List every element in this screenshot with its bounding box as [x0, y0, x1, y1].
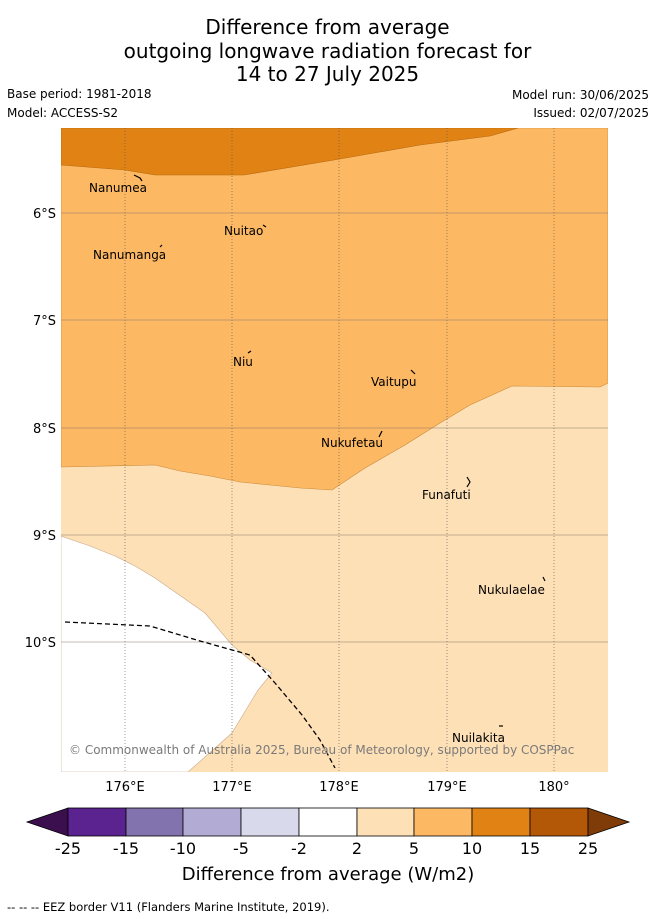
island-nanumanga	[159, 244, 163, 248]
colorbar-tick-label: 10	[462, 839, 482, 858]
island-nuitao	[262, 224, 267, 228]
colorbar-tick-label: 2	[352, 839, 362, 858]
latitude-tick-labels: 6°S 7°S 8°S 9°S 10°S	[25, 207, 56, 651]
place-labels: Nanumea Nuitao Nanumanga Niu Vaitupu Nuk…	[89, 181, 545, 745]
lat-tick-label: 9°S	[33, 529, 56, 544]
lat-tick-label: 8°S	[33, 422, 56, 437]
colorbar-segment	[471, 807, 531, 837]
colorbar-tick-label: -5	[233, 839, 249, 858]
colorbar-tick-label: 5	[409, 839, 419, 858]
colorbar-segment	[587, 807, 631, 837]
colorbar-segment	[413, 807, 473, 837]
longitude-grid	[124, 128, 555, 772]
island-vaitupu	[410, 369, 416, 375]
colorbar-tick-labels: -25 -15 -10 -5 -2 2 5 10 15 25	[55, 839, 598, 858]
island-shapes	[133, 174, 546, 727]
colorbar-segment	[25, 807, 69, 837]
lat-tick-label: 6°S	[33, 207, 56, 222]
place-label: Nukufetau	[321, 436, 383, 450]
place-label: Nanumea	[89, 181, 147, 195]
eez-footnote: -- -- -- EEZ border V11 (Flanders Marine…	[7, 900, 330, 914]
place-label: Vaitupu	[371, 375, 417, 389]
island-niu	[247, 350, 252, 354]
colorbar-segment	[67, 807, 127, 837]
copyright-text: © Commonwealth of Australia 2025, Bureau…	[69, 743, 574, 757]
band-5-to-10	[61, 128, 608, 491]
latitude-grid	[61, 212, 608, 643]
colorbar-segment	[240, 807, 300, 837]
title-line-1: Difference from average	[205, 15, 450, 39]
model-label: Model: ACCESS-S2	[7, 106, 119, 120]
colorbar-tick-label: -10	[170, 839, 196, 858]
colorbar-segment	[356, 807, 415, 837]
place-label: Nanumanga	[93, 248, 166, 262]
place-label: Nukulaelae	[478, 583, 545, 597]
band-10-to-15	[61, 128, 519, 176]
lon-tick-label: 176°E	[105, 780, 145, 795]
colorbar-tick-label: -15	[113, 839, 139, 858]
colorbar	[25, 807, 631, 837]
model-run-label: Model run: 30/06/2025	[511, 88, 649, 102]
lon-tick-label: 180°	[538, 780, 569, 795]
place-label: Niu	[233, 355, 253, 369]
island-nukulaelae	[542, 576, 546, 582]
issued-label: Issued: 02/07/2025	[533, 106, 649, 120]
colorbar-tick-label: 15	[520, 839, 540, 858]
island-nanumea	[133, 174, 143, 182]
lon-tick-label: 178°E	[319, 780, 359, 795]
colorbar-title: Difference from average (W/m2)	[182, 864, 474, 885]
title-line-2: outgoing longwave radiation forecast for	[123, 38, 532, 63]
island-funafuti	[466, 476, 471, 488]
lon-tick-label: 179°E	[427, 780, 467, 795]
place-label: Nuitao	[224, 224, 263, 238]
lat-tick-label: 10°S	[25, 636, 56, 651]
base-period-label: Base period: 1981-2018	[7, 87, 152, 101]
map-plot-area: Nanumea Nuitao Nanumanga Niu Vaitupu Nuk…	[61, 128, 608, 772]
longitude-tick-labels: 176°E 177°E 178°E 179°E 180°	[105, 780, 569, 795]
colorbar-segment	[298, 807, 358, 837]
chart-title: Difference from average outgoing longwav…	[0, 15, 655, 87]
place-label: Nuilakita	[452, 731, 505, 745]
colorbar-tick-label: 25	[578, 839, 598, 858]
title-line-3: 14 to 27 July 2025	[235, 62, 420, 86]
colorbar-tick-label: -25	[55, 839, 81, 858]
lat-tick-label: 7°S	[33, 314, 56, 329]
island-nukufetau	[378, 430, 383, 438]
colorbar-segment	[529, 807, 589, 837]
colorbar-segment	[125, 807, 184, 837]
colorbar-tick-label: -2	[291, 839, 307, 858]
colorbar-segment	[182, 807, 242, 837]
lon-tick-label: 177°E	[212, 780, 252, 795]
place-label: Funafuti	[422, 488, 471, 502]
